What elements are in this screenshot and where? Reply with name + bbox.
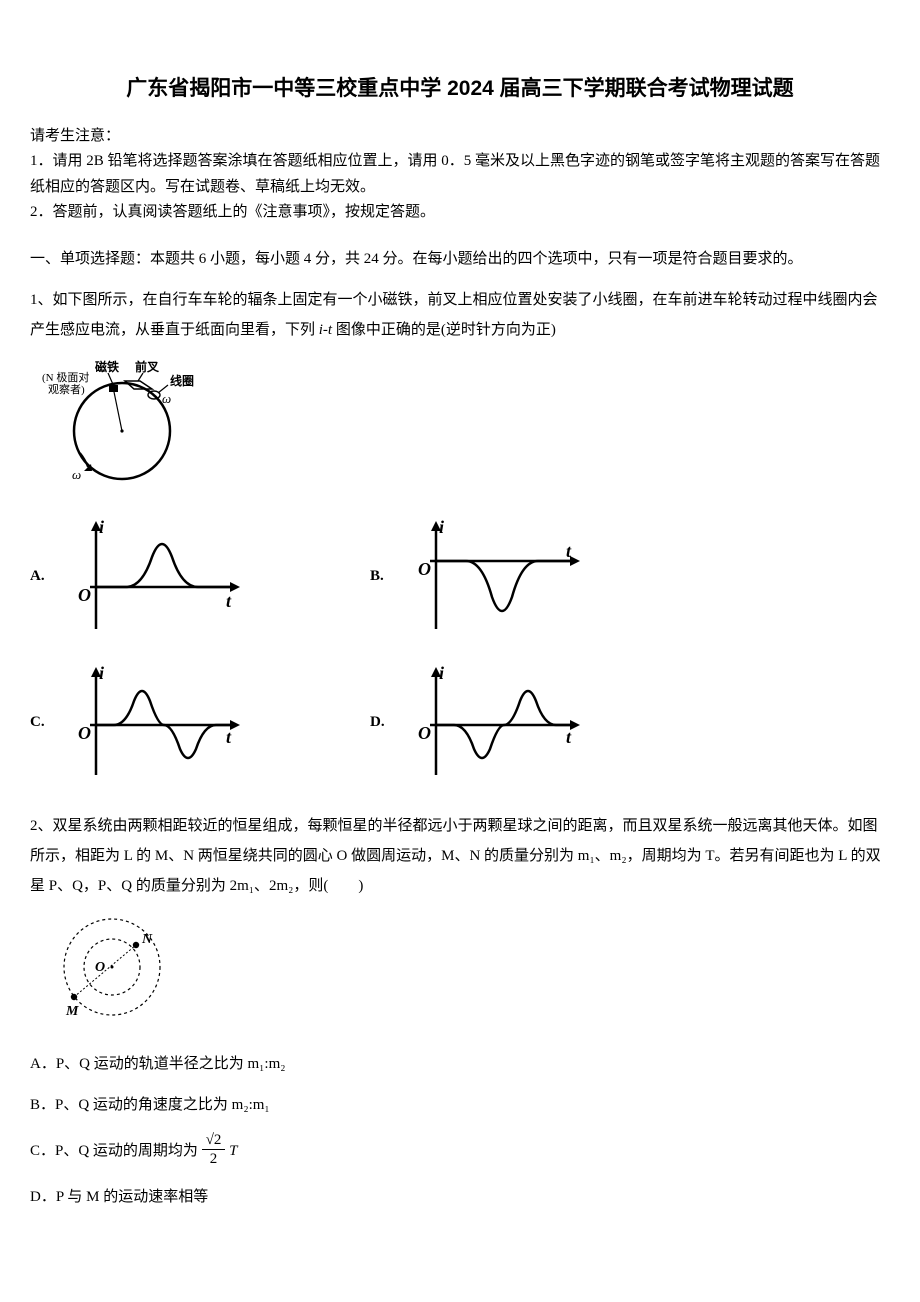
svg-text:i: i [439, 663, 444, 683]
svg-text:N: N [141, 932, 153, 947]
svg-text:t: t [226, 727, 232, 747]
option-c-label: C. [30, 709, 54, 736]
svg-text:i: i [439, 517, 444, 537]
magnet-note-2: 观察者) [48, 382, 85, 396]
q1-it-var: i-t [319, 322, 332, 338]
section-1-header: 一、单项选择题：本题共 6 小题，每小题 4 分，共 24 分。在每小题给出的四… [30, 246, 890, 273]
svg-text:t: t [566, 727, 572, 747]
q2-option-d: D．P 与 M 的运动速率相等 [30, 1184, 890, 1211]
q2-optc-num: √2 [202, 1131, 226, 1150]
q2-optc-prefix: C．P、Q 运动的周期均为 [30, 1143, 202, 1159]
q2-optc-den: 2 [202, 1150, 226, 1168]
svg-text:O: O [418, 559, 431, 579]
coil-label: 线圈 [170, 373, 194, 388]
svg-text:ω: ω [162, 391, 171, 406]
svg-text:O: O [78, 585, 91, 605]
option-a-label: A. [30, 563, 54, 590]
question-1: 1、如下图所示，在自行车车轮的辐条上固定有一个小磁铁，前叉上相应位置处安装了小线… [30, 285, 890, 345]
q2-option-c: C．P、Q 运动的周期均为 √22 T [30, 1133, 890, 1170]
option-a-cell: A. i t O [30, 517, 330, 637]
q2-optc-suffix: T [225, 1143, 237, 1159]
q2-option-a: A．P、Q 运动的轨道半径之比为 m₁:m₂ [30, 1051, 890, 1078]
option-c-cell: C. i t O [30, 663, 330, 783]
svg-text:t: t [226, 591, 232, 611]
option-b-cell: B. i t O [370, 517, 670, 637]
instructions-heading: 请考生注意： [30, 124, 890, 150]
instructions-block: 请考生注意： 1．请用 2B 铅笔将选择题答案涂填在答题纸相应位置上，请用 0．… [30, 124, 890, 226]
q2-option-b: B．P、Q 运动的角速度之比为 m₂:m₁ [30, 1092, 890, 1119]
magnet-label: 磁铁 [94, 359, 119, 374]
question-2: 2、双星系统由两颗相距较近的恒星组成，每颗恒星的半径都远小于两颗星球之间的距离，… [30, 811, 890, 901]
svg-text:M: M [65, 1004, 79, 1019]
wheel-diagram: 磁铁 前叉 (N 极面对 观察者) 线圈 ω ω [40, 359, 890, 499]
orbit-diagram: O M N [40, 915, 890, 1035]
graph-a: i t O [66, 517, 246, 637]
svg-text:ω: ω [72, 467, 81, 482]
graph-c: i t O [66, 663, 246, 783]
instruction-2: 2．答题前，认真阅读答题纸上的《注意事项》，按规定答题。 [30, 200, 890, 226]
graph-d: i t O [406, 663, 586, 783]
q2-text: 2、双星系统由两颗相距较近的恒星组成，每颗恒星的半径都远小于两颗星球之间的距离，… [30, 818, 881, 894]
instruction-1: 1．请用 2B 铅笔将选择题答案涂填在答题纸相应位置上，请用 0．5 毫米及以上… [30, 149, 890, 200]
svg-text:i: i [99, 517, 104, 537]
svg-text:i: i [99, 663, 104, 683]
q2-optc-fraction: √22 [202, 1131, 226, 1168]
svg-text:O: O [78, 723, 91, 743]
graph-b: i t O [406, 517, 586, 637]
svg-text:O: O [95, 960, 105, 975]
option-d-cell: D. i t O [370, 663, 670, 783]
exam-title: 广东省揭阳市一中等三校重点中学 2024 届高三下学期联合考试物理试题 [30, 70, 890, 108]
option-b-label: B. [370, 563, 394, 590]
fork-label: 前叉 [135, 359, 160, 374]
magnet-note-1: (N 极面对 [42, 370, 89, 384]
q1-text-part2: 图像中正确的是(逆时针方向为正) [332, 322, 556, 338]
svg-text:O: O [418, 723, 431, 743]
graph-options-grid: A. i t O B. i t O C. [30, 517, 670, 783]
option-d-label: D. [370, 709, 394, 736]
q2-options: A．P、Q 运动的轨道半径之比为 m₁:m₂ B．P、Q 运动的角速度之比为 m… [30, 1051, 890, 1211]
